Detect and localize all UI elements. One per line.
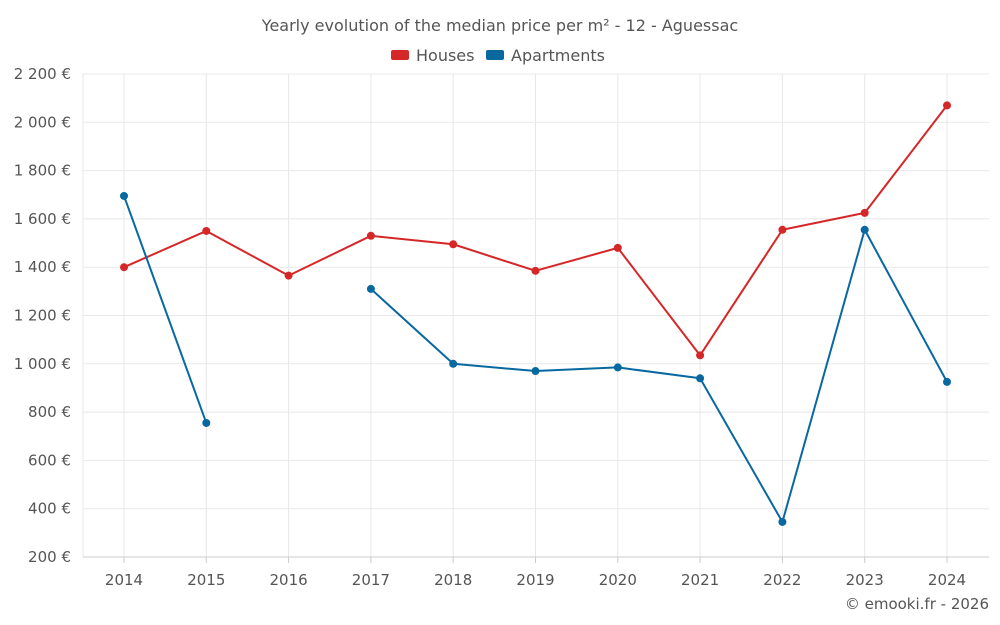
- data-point-apartments[interactable]: [202, 418, 211, 427]
- credit-text: © emooki.fr - 2026: [845, 595, 989, 613]
- data-point-apartments[interactable]: [943, 377, 951, 386]
- grid: [82, 73, 989, 557]
- x-tick-label: 2014: [105, 571, 143, 589]
- x-tick-label: 2020: [599, 571, 637, 589]
- y-tick-label: 2 200 €: [14, 65, 71, 83]
- axes: 200 € 400 € 600 € 800 € 1 000 € 1 200 € 1 400 …: [14, 65, 989, 589]
- data-point-apartments[interactable]: [449, 359, 458, 368]
- x-tick-label: 2015: [187, 571, 225, 589]
- series-line-apartments: [123, 195, 208, 424]
- data-point-houses[interactable]: [778, 225, 787, 234]
- data-point-houses[interactable]: [531, 266, 540, 275]
- x-tick-label: 2019: [516, 571, 554, 589]
- x-tick-label: 2023: [846, 571, 884, 589]
- x-tick-label: 2022: [763, 571, 801, 589]
- legend: Houses Apartments: [391, 46, 605, 65]
- x-tick-label: 2021: [681, 571, 719, 589]
- data-point-apartments[interactable]: [613, 363, 622, 372]
- data-point-houses[interactable]: [120, 263, 128, 272]
- data-point-houses[interactable]: [696, 351, 705, 360]
- y-tick-label: 1 400 €: [14, 258, 71, 276]
- data-point-houses[interactable]: [860, 208, 869, 217]
- series-line-apartments: [370, 228, 948, 523]
- legend-item-apartments[interactable]: Apartments: [486, 46, 605, 65]
- data-point-houses[interactable]: [943, 101, 951, 110]
- data-point-houses[interactable]: [284, 271, 293, 280]
- data-point-apartments[interactable]: [860, 225, 869, 234]
- y-tick-label: 1 000 €: [14, 355, 71, 373]
- data-point-houses[interactable]: [366, 231, 375, 240]
- data-point-houses[interactable]: [449, 240, 458, 249]
- x-tick-label: 2024: [928, 571, 966, 589]
- x-tick-label: 2018: [434, 571, 472, 589]
- y-tick-label: 200 €: [28, 548, 71, 566]
- legend-label-apartments: Apartments: [511, 46, 605, 65]
- legend-label-houses: Houses: [416, 46, 474, 65]
- data-point-apartments[interactable]: [531, 367, 540, 376]
- data-point-apartments[interactable]: [696, 374, 705, 383]
- x-tick-label: 2017: [352, 571, 390, 589]
- x-tick-label: 2016: [270, 571, 308, 589]
- y-tick-label: 1 200 €: [14, 307, 71, 325]
- data-point-apartments[interactable]: [120, 191, 128, 200]
- legend-item-houses[interactable]: Houses: [391, 46, 474, 65]
- data-point-apartments[interactable]: [778, 517, 787, 526]
- legend-swatch-apartments: [486, 50, 504, 60]
- legend-swatch-houses: [391, 50, 409, 60]
- data-point-apartments[interactable]: [366, 284, 375, 293]
- data-point-houses[interactable]: [202, 226, 211, 235]
- y-tick-label: 800 €: [28, 403, 71, 421]
- chart-title: Yearly evolution of the median price per…: [261, 16, 738, 35]
- y-tick-label: 600 €: [28, 451, 71, 469]
- y-tick-label: 1 800 €: [14, 162, 71, 180]
- series: [120, 101, 951, 526]
- y-tick-label: 1 600 €: [14, 210, 71, 228]
- y-tick-label: 400 €: [28, 500, 71, 518]
- y-tick-label: 2 000 €: [14, 113, 71, 131]
- data-point-houses[interactable]: [613, 243, 622, 252]
